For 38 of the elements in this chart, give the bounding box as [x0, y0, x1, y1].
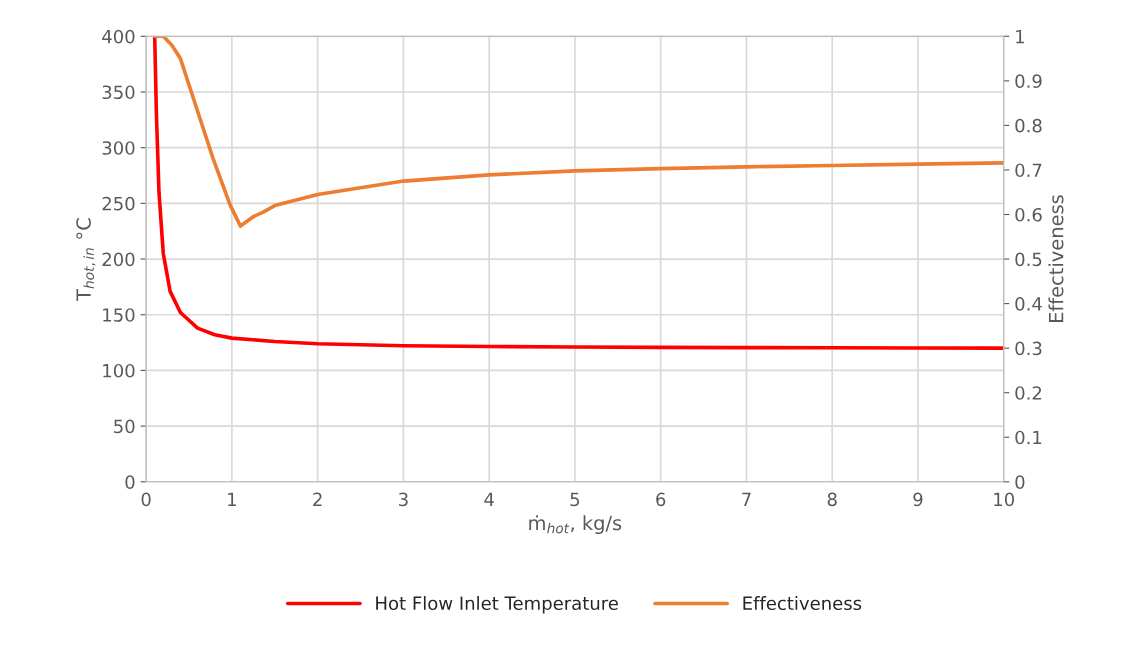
x-tick-label: 1: [228, 492, 236, 506]
y-axis-title: T$_{hot,in}$ °C: [76, 218, 96, 302]
legend-label: Effectiveness: [743, 596, 862, 611]
y2-tick-label: 0.9: [1015, 74, 1042, 88]
y-tick-label: 250: [102, 196, 135, 211]
line-series: [152, 36, 1004, 228]
y-tick-label: 100: [103, 363, 135, 378]
y-tick-label: 350: [102, 85, 135, 100]
y2-tick-label: 1: [1016, 30, 1024, 44]
legend-label: Hot Flow Inlet Temperature: [376, 596, 618, 614]
x-tick-label: 7: [742, 492, 751, 506]
x-tick-label: 4: [484, 492, 494, 506]
y2-tick-label: 0: [1015, 475, 1025, 489]
y2-tick-label: 0.2: [1015, 386, 1042, 400]
x-tick-label: 5: [570, 492, 580, 507]
x-tick-label: 8: [827, 492, 837, 507]
y-tick-label: 0: [125, 475, 135, 489]
y-tick-label: 50: [114, 419, 135, 434]
y2-tick-label: 0.5: [1015, 252, 1042, 267]
y-tick-label: 150: [103, 308, 135, 322]
x-tick-label: 3: [399, 492, 408, 507]
x-tick-label: 2: [313, 492, 322, 506]
x-tick-label: 0: [141, 492, 151, 507]
y2-tick-label: 0.3: [1015, 341, 1042, 356]
y2-tick-label: 0.6: [1015, 207, 1042, 222]
y2-axis-title: Effectiveness: [1048, 195, 1064, 322]
y2-tick-label: 0.1: [1015, 430, 1042, 445]
x-axis-title: ṁ$_{hot}$, kg/s: [529, 515, 622, 535]
y-tick-label: 200: [102, 252, 135, 267]
y2-tick-label: 0.8: [1015, 118, 1042, 133]
y-tick-label: 400: [102, 29, 135, 44]
line-series: [152, 36, 1004, 350]
y-tick-label: 300: [102, 141, 135, 155]
y2-tick-label: 0.4: [1015, 297, 1042, 311]
x-tick-label: 6: [656, 492, 666, 507]
y2-tick-label: 0.7: [1015, 163, 1042, 178]
x-tick-label: 9: [913, 492, 923, 507]
x-tick-label: 10: [994, 492, 1015, 507]
